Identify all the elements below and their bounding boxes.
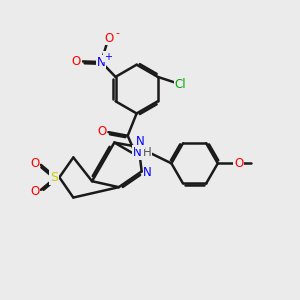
Text: N: N: [97, 56, 106, 68]
Text: N: N: [136, 136, 144, 148]
Text: H: H: [143, 146, 152, 159]
Text: O: O: [72, 55, 81, 68]
Text: O: O: [234, 157, 243, 170]
Text: +: +: [104, 52, 112, 62]
Text: N: N: [133, 146, 142, 159]
Text: O: O: [30, 184, 40, 197]
Text: O: O: [104, 32, 114, 45]
Text: -: -: [116, 28, 120, 38]
Text: Cl: Cl: [175, 78, 186, 91]
Text: N: N: [143, 167, 152, 179]
Text: O: O: [97, 125, 106, 138]
Text: O: O: [30, 157, 40, 170]
Text: S: S: [50, 171, 58, 184]
